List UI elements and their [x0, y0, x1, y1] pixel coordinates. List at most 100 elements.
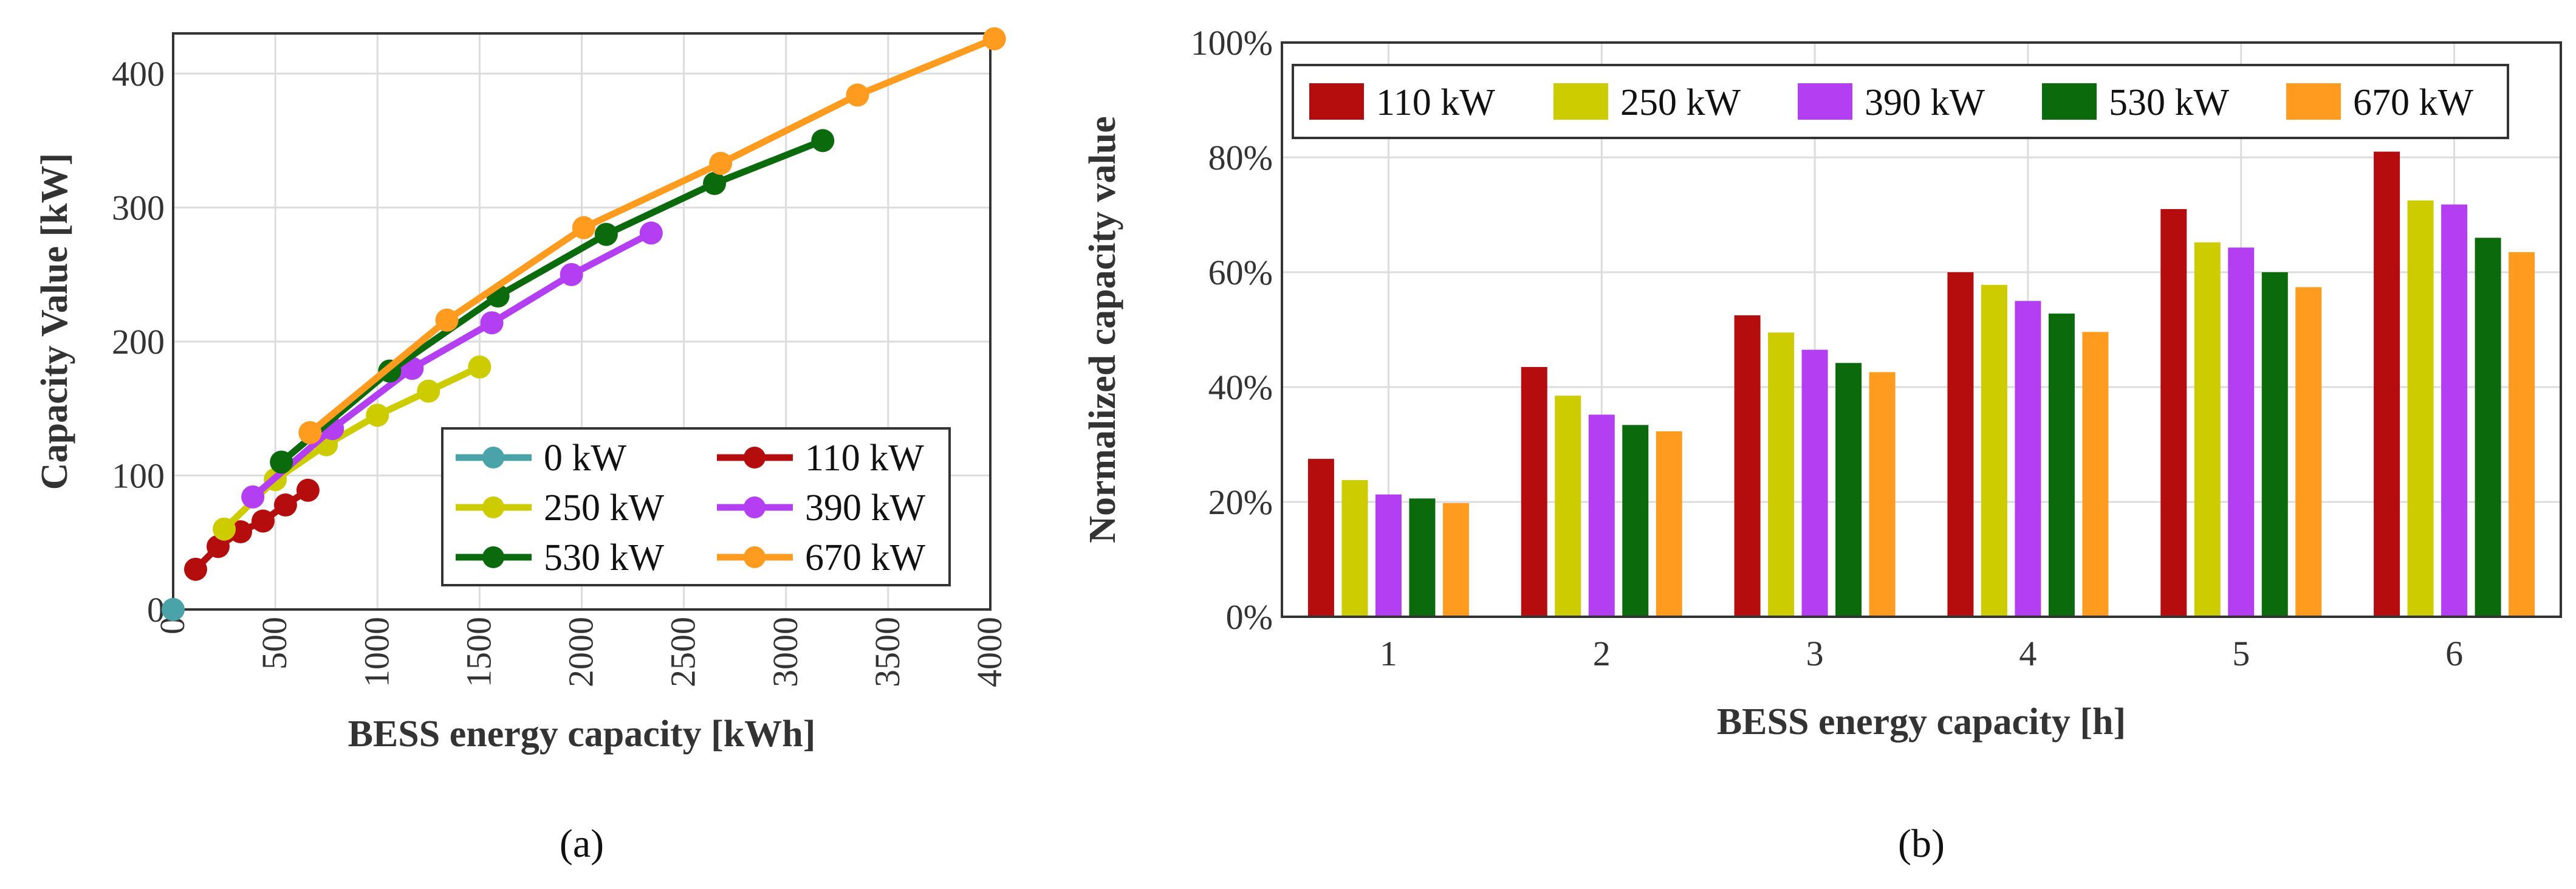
y-tick-label: 400 — [112, 54, 165, 94]
x-tick-label: 2 — [1593, 634, 1611, 673]
bar-390-kw-3 — [1801, 349, 1828, 617]
chart-a-capacity-value: 0 500 1000 1500 2000 2500 3000 3500 400001002003… — [34, 27, 1009, 866]
bar-250-kw-1 — [1341, 480, 1368, 617]
data-point-250-kw — [468, 355, 492, 379]
legend-label-530-kw: 530 kW — [2109, 82, 2230, 123]
bar-390-kw-4 — [2015, 301, 2041, 617]
caption-b: (b) — [1898, 822, 1945, 866]
bar-530-kw-3 — [1835, 363, 1862, 617]
x-tick-label: 2500 — [663, 617, 703, 687]
data-point-530-kw — [270, 450, 293, 474]
legend-label-530-kw: 530 kW — [544, 537, 665, 578]
x-tick-label: 4 — [2019, 634, 2036, 673]
plot-frame-b — [1281, 41, 2562, 618]
bar-390-kw-5 — [2228, 247, 2255, 617]
bar-110-kw-3 — [1734, 315, 1761, 617]
data-point-670-kw — [709, 151, 733, 175]
legend-label-250-kw: 250 kW — [544, 487, 665, 529]
y-tick-label: 60% — [1208, 253, 1273, 292]
y-tick-label: 200 — [112, 322, 165, 362]
x-tick-label: 1500 — [459, 617, 498, 687]
bar-530-kw-4 — [2048, 314, 2075, 617]
y-axis-label: Normalized capacity value — [1082, 116, 1123, 543]
data-point-670-kw — [982, 27, 1006, 50]
data-point-110-kw — [251, 509, 275, 533]
bar-110-kw-6 — [2374, 151, 2400, 617]
legend-label-110-kw: 110 kW — [805, 438, 924, 479]
bar-530-kw-6 — [2475, 238, 2501, 617]
legend-label-670-kw: 670 kW — [805, 537, 926, 578]
x-tick-label: 3 — [1806, 634, 1824, 673]
data-point-670-kw — [298, 420, 322, 444]
bar-110-kw-5 — [2160, 209, 2187, 617]
y-tick-label: 100% — [1191, 23, 1273, 63]
legend-label-0-kw: 0 kW — [544, 438, 627, 479]
bar-390-kw-2 — [1588, 414, 1615, 617]
legend-marker-250-kw — [482, 496, 504, 518]
bar-670-kw-6 — [2509, 252, 2535, 617]
y-tick-label: 40% — [1208, 368, 1273, 407]
bar-670-kw-5 — [2295, 287, 2322, 617]
bar-250-kw-3 — [1768, 332, 1795, 617]
data-point-110-kw — [206, 535, 230, 558]
data-point-390-kw — [639, 221, 663, 245]
data-point-110-kw — [273, 493, 297, 517]
plot-frame-a — [172, 32, 992, 611]
bar-670-kw-1 — [1442, 503, 1469, 617]
legend-marker-670-kw — [744, 546, 766, 568]
bar-530-kw-1 — [1409, 498, 1436, 617]
bar-110-kw-4 — [1947, 272, 1974, 617]
y-tick-label: 0% — [1226, 597, 1273, 637]
bar-250-kw-2 — [1555, 396, 1581, 617]
x-tick-label: 1 — [1380, 634, 1397, 673]
x-tick-label: 2000 — [561, 617, 601, 687]
x-tick-label: 5 — [2232, 634, 2250, 673]
data-point-390-kw — [480, 311, 504, 335]
bar-390-kw-6 — [2441, 204, 2468, 617]
x-tick-label: 3000 — [766, 617, 805, 687]
legend-label-670-kw: 670 kW — [2353, 82, 2474, 123]
bar-110-kw-2 — [1521, 366, 1547, 617]
y-tick-label: 100 — [112, 456, 165, 496]
data-point-530-kw — [703, 171, 727, 195]
bar-530-kw-2 — [1622, 425, 1649, 617]
series-line-390-kw — [249, 229, 655, 501]
bar-670-kw-2 — [1656, 431, 1682, 617]
data-point-670-kw — [435, 308, 459, 332]
legend-label-390-kw: 390 kW — [805, 487, 926, 529]
bar-250-kw-4 — [1981, 284, 2007, 617]
legend-label-250-kw: 250 kW — [1620, 82, 1741, 123]
legend-swatch-250-kw — [1553, 83, 1608, 120]
legend-marker-110-kw — [744, 447, 766, 469]
x-tick-label: 500 — [255, 617, 294, 670]
x-tick-label: 4000 — [970, 617, 1009, 687]
legend-marker-530-kw — [482, 546, 504, 568]
x-tick-label: 1000 — [357, 617, 396, 687]
bar-530-kw-5 — [2261, 272, 2288, 617]
data-point-110-kw — [183, 557, 207, 581]
data-point-670-kw — [572, 216, 595, 239]
data-point-530-kw — [811, 129, 835, 153]
y-tick-label: 80% — [1208, 138, 1273, 177]
chart-b-normalized-capacity: 1 2 3 4 5 60%20%40%60%80%100%110 kW 250 kW 390 … — [1082, 23, 2562, 866]
bar-390-kw-1 — [1375, 494, 1402, 617]
x-tick-label: 6 — [2445, 634, 2463, 673]
x-axis-label: BESS energy capacity [h] — [1717, 701, 2126, 743]
legend-swatch-670-kw — [2286, 83, 2341, 120]
bar-670-kw-3 — [1869, 372, 1896, 617]
data-point-0-kw — [162, 598, 185, 621]
legend-marker-0-kw — [482, 447, 504, 469]
legend-swatch-530-kw — [2042, 83, 2097, 120]
y-axis-label: Capacity Value [kW] — [34, 153, 75, 490]
bar-250-kw-6 — [2407, 200, 2434, 617]
data-point-250-kw — [366, 403, 389, 427]
x-axis-label: BESS energy capacity [kWh] — [348, 713, 816, 755]
bar-670-kw-4 — [2082, 332, 2109, 617]
legend-swatch-390-kw — [1798, 83, 1852, 120]
data-point-670-kw — [846, 83, 869, 107]
legend-marker-390-kw — [744, 496, 766, 518]
legend-swatch-110-kw — [1309, 83, 1364, 120]
data-point-250-kw — [417, 379, 440, 403]
x-tick-label: 3500 — [868, 617, 907, 687]
